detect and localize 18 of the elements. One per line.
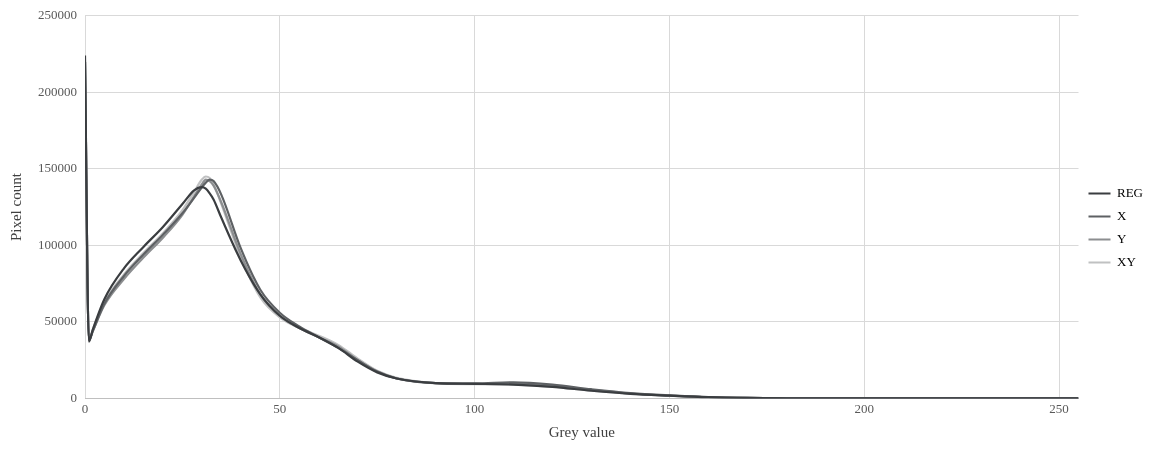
y-tick-label: 150000 <box>38 160 77 176</box>
y-axis-title: Pixel count <box>7 172 24 242</box>
y-tick-label: 50000 <box>44 313 77 329</box>
x-tick-label: 150 <box>659 400 680 416</box>
x-tick-label: 200 <box>854 400 874 416</box>
x-tick-label: 0 <box>81 400 89 416</box>
legend-label: XY <box>1117 253 1137 269</box>
y-tick-label: 200000 <box>38 83 77 99</box>
x-tick-label: 100 <box>464 400 485 416</box>
x-tick-label: 250 <box>1049 400 1069 416</box>
legend-label: Y <box>1117 230 1127 246</box>
y-tick-label: 0 <box>70 389 77 405</box>
y-tick-label: 100000 <box>38 236 77 252</box>
y-tick-label: 250000 <box>38 7 77 23</box>
x-tick-label: 50 <box>273 400 287 416</box>
legend-label: X <box>1117 207 1127 223</box>
legend-label: REG <box>1117 184 1143 200</box>
x-axis-title: Grey value <box>548 423 616 440</box>
